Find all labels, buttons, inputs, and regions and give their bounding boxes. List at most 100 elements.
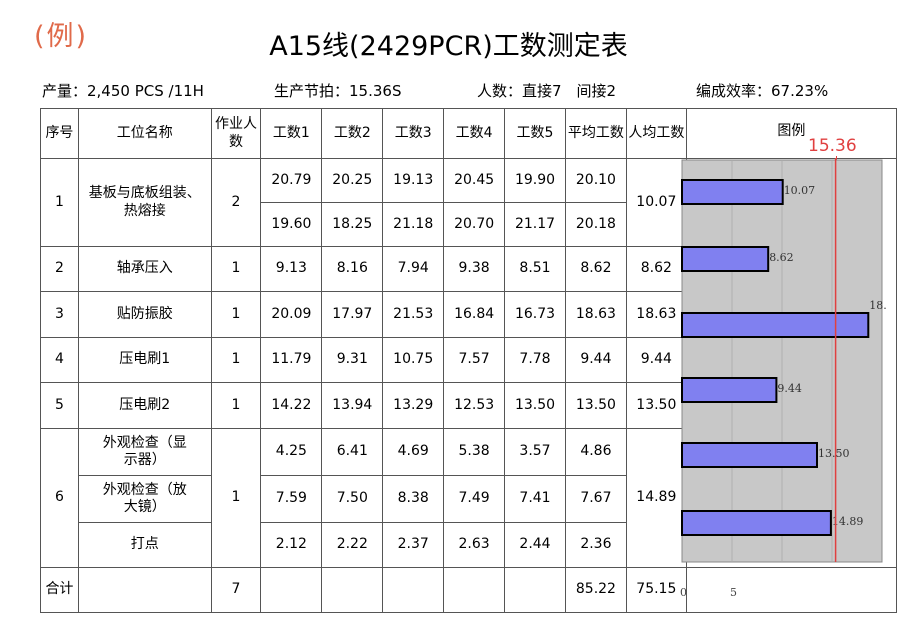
header-legend: 图例 bbox=[685, 108, 897, 159]
row1-seq: 1 bbox=[40, 158, 79, 247]
cell: 21.18 bbox=[382, 202, 445, 247]
cell: 7.59 bbox=[260, 475, 323, 523]
cell: 8.62 bbox=[564, 246, 627, 292]
header-seq: 序号 bbox=[40, 108, 79, 159]
row3-station: 贴防振胶 bbox=[77, 291, 212, 338]
cell: 4.86 bbox=[564, 428, 627, 476]
data-label: 8.62 bbox=[769, 251, 794, 264]
cell: 18.63 bbox=[564, 291, 627, 338]
row5-seq: 5 bbox=[40, 382, 79, 429]
row3-workers: 1 bbox=[210, 291, 262, 338]
cell: 2.37 bbox=[382, 522, 445, 568]
cell: 7.50 bbox=[321, 475, 384, 523]
cell: 16.73 bbox=[504, 291, 566, 338]
cell: 2.44 bbox=[504, 522, 566, 568]
table-row: 打点 2.12 2.22 2.37 2.63 2.44 2.36 bbox=[41, 522, 897, 568]
row2-per-person: 8.62 bbox=[625, 246, 687, 292]
total-per-person: 75.15 bbox=[625, 567, 687, 613]
cell: 19.13 bbox=[382, 158, 445, 203]
row6-seq: 6 bbox=[40, 428, 79, 568]
header-t4: 工数4 bbox=[443, 108, 506, 159]
cell: 20.79 bbox=[260, 158, 323, 203]
table-row: 2 轴承压入 1 9.13 8.16 7.94 9.38 8.51 8.62 8… bbox=[40, 246, 897, 292]
cell: 18.25 bbox=[321, 202, 384, 247]
total-avg: 85.22 bbox=[564, 567, 627, 613]
row4-workers: 1 bbox=[210, 337, 262, 383]
row6-per-person: 14.89 bbox=[625, 428, 687, 568]
cell: 2.22 bbox=[321, 522, 384, 568]
table-row: 5 压电刷2 1 14.22 13.94 13.29 12.53 13.50 1… bbox=[40, 382, 897, 429]
chart-axis-cell bbox=[685, 567, 897, 613]
row6-sub1-station: 外观检查（显示器） bbox=[77, 428, 212, 476]
cell: 6.41 bbox=[321, 428, 384, 476]
row4-station: 压电刷1 bbox=[77, 337, 212, 383]
table-row: 6 外观检查（显示器） 1 4.25 6.41 4.69 5.38 3.57 4… bbox=[40, 428, 897, 568]
cell: 2.36 bbox=[564, 522, 627, 568]
cell: 9.31 bbox=[321, 337, 384, 383]
cell: 9.44 bbox=[564, 337, 627, 383]
cell: 14.22 bbox=[260, 382, 323, 429]
bar-chart-svg: 10.07 8.62 18.63 9.44 13.50 14.89 0 5 bbox=[680, 158, 887, 599]
table-row: 3 贴防振胶 1 20.09 17.97 21.53 16.84 16.73 1… bbox=[40, 291, 897, 338]
bar bbox=[681, 179, 784, 205]
data-label: 13.50 bbox=[818, 447, 850, 460]
output-text: 产量：2,450 PCS /11H bbox=[42, 82, 204, 100]
cell: 7.49 bbox=[443, 475, 506, 523]
cell: 9.13 bbox=[260, 246, 323, 292]
cell: 12.53 bbox=[443, 382, 506, 429]
takt-text: 生产节拍：15.36S bbox=[274, 82, 402, 100]
takt-line-header bbox=[836, 156, 837, 162]
cell: 7.94 bbox=[382, 246, 445, 292]
example-tag: (例) bbox=[34, 21, 89, 52]
bar bbox=[681, 377, 778, 403]
cell: 4.69 bbox=[382, 428, 445, 476]
cell: 2.12 bbox=[260, 522, 323, 568]
row1-station: 基板与底板组装、热熔接 bbox=[77, 158, 212, 247]
row6-sub3-station: 打点 bbox=[77, 522, 212, 568]
header-t2: 工数2 bbox=[321, 108, 384, 159]
row4-seq: 4 bbox=[40, 337, 79, 383]
bar bbox=[681, 246, 770, 272]
table-row: 19.60 18.25 21.18 20.70 21.17 20.18 bbox=[41, 202, 897, 247]
efficiency-text: 编成效率：67.23% bbox=[696, 82, 829, 100]
cell: 3.57 bbox=[504, 428, 566, 476]
cell: 19.60 bbox=[260, 202, 323, 247]
cell: 20.25 bbox=[321, 158, 384, 203]
cell: 19.90 bbox=[504, 158, 566, 203]
row3-seq: 3 bbox=[40, 291, 79, 338]
data-label: 18.63 bbox=[869, 299, 887, 312]
cell: 16.84 bbox=[443, 291, 506, 338]
cell: 20.18 bbox=[564, 202, 627, 247]
cell: 8.38 bbox=[382, 475, 445, 523]
cell: 21.17 bbox=[504, 202, 566, 247]
row5-workers: 1 bbox=[210, 382, 262, 429]
header-workers: 作业人数 bbox=[210, 108, 262, 159]
row1-per-person: 10.07 bbox=[625, 158, 687, 247]
row2-seq: 2 bbox=[40, 246, 79, 292]
data-label: 10.07 bbox=[784, 184, 816, 197]
cell: 7.57 bbox=[443, 337, 506, 383]
cell: 17.97 bbox=[321, 291, 384, 338]
cell: 2.63 bbox=[443, 522, 506, 568]
cell: 7.78 bbox=[504, 337, 566, 383]
total-t5 bbox=[504, 567, 566, 613]
cell: 4.25 bbox=[260, 428, 323, 476]
cell: 10.75 bbox=[382, 337, 445, 383]
header-station: 工位名称 bbox=[77, 108, 212, 159]
x-tick-label: 5 bbox=[730, 586, 737, 599]
row2-workers: 1 bbox=[210, 246, 262, 292]
takt-label: 15.36 bbox=[808, 136, 857, 156]
header-avg: 平均工数 bbox=[564, 108, 627, 159]
cell: 13.50 bbox=[564, 382, 627, 429]
data-label: 14.89 bbox=[832, 515, 864, 528]
total-row: 合计 7 85.22 75.15 bbox=[40, 567, 897, 613]
row3-per-person: 18.63 bbox=[625, 291, 687, 338]
bar bbox=[681, 442, 818, 468]
row1-workers: 2 bbox=[210, 158, 262, 247]
table-row: 外观检查（放大镜） 7.59 7.50 8.38 7.49 7.41 7.67 bbox=[41, 475, 897, 523]
page-title: A15线(2429PCR)工数测定表 bbox=[269, 31, 628, 62]
row6-workers: 1 bbox=[210, 428, 262, 568]
cell: 20.10 bbox=[564, 158, 627, 203]
cell: 11.79 bbox=[260, 337, 323, 383]
per-person-bar-chart: 10.07 8.62 18.63 9.44 13.50 14.89 0 5 bbox=[676, 158, 887, 612]
